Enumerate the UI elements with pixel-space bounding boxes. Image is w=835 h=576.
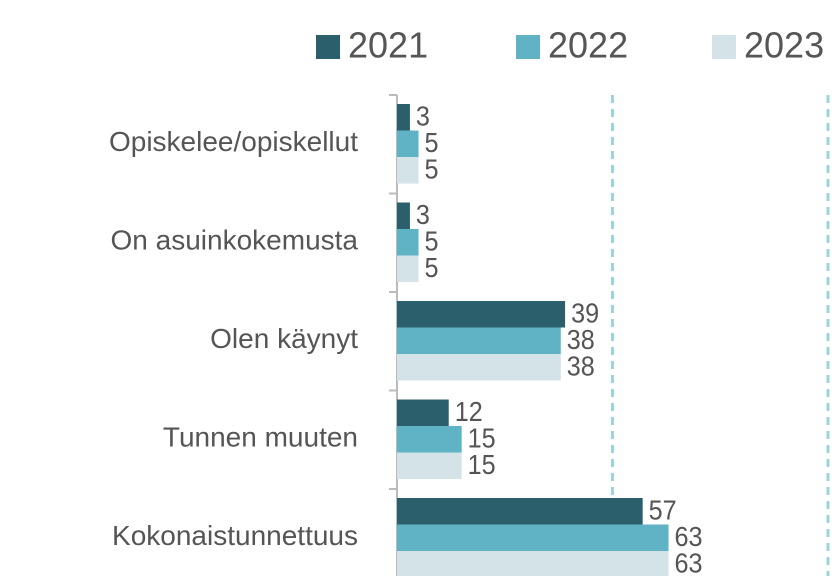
bar	[397, 157, 419, 184]
value-label: 5	[425, 226, 439, 257]
legend-label: 2022	[548, 25, 628, 66]
value-label: 3	[416, 199, 430, 230]
value-label: 5	[425, 127, 439, 158]
bar	[397, 202, 410, 229]
value-label: 38	[567, 324, 595, 355]
value-label: 63	[675, 548, 703, 576]
bar	[397, 524, 669, 551]
bar	[397, 354, 561, 381]
bar	[397, 255, 419, 282]
category-label: Olen käynyt	[210, 323, 358, 354]
value-label: 12	[455, 396, 483, 427]
bar	[397, 104, 410, 131]
value-label: 63	[675, 521, 703, 552]
legend-swatch	[316, 35, 340, 59]
value-label: 3	[416, 101, 430, 132]
category-label: Opiskelee/opiskellut	[109, 126, 358, 157]
legend-label: 2023	[744, 25, 824, 66]
bar	[397, 229, 419, 256]
bar	[397, 327, 561, 354]
value-label: 38	[567, 351, 595, 382]
bar	[397, 452, 462, 479]
value-label: 5	[425, 154, 439, 185]
value-label: 15	[468, 449, 496, 480]
legend-label: 2021	[348, 25, 428, 66]
bar	[397, 130, 419, 157]
bar	[397, 301, 566, 328]
category-label: Kokonaistunnettuus	[112, 520, 358, 551]
value-label: 15	[468, 423, 496, 454]
legend-swatch	[516, 35, 540, 59]
bar	[397, 551, 669, 576]
category-label: On asuinkokemusta	[111, 225, 359, 256]
bar	[397, 498, 643, 525]
value-label: 5	[425, 252, 439, 283]
category-label: Tunnen muuten	[163, 422, 358, 453]
value-label: 57	[649, 495, 677, 526]
bar	[397, 399, 449, 426]
value-label: 39	[571, 298, 599, 329]
bar	[397, 426, 462, 453]
legend-swatch	[712, 35, 736, 59]
